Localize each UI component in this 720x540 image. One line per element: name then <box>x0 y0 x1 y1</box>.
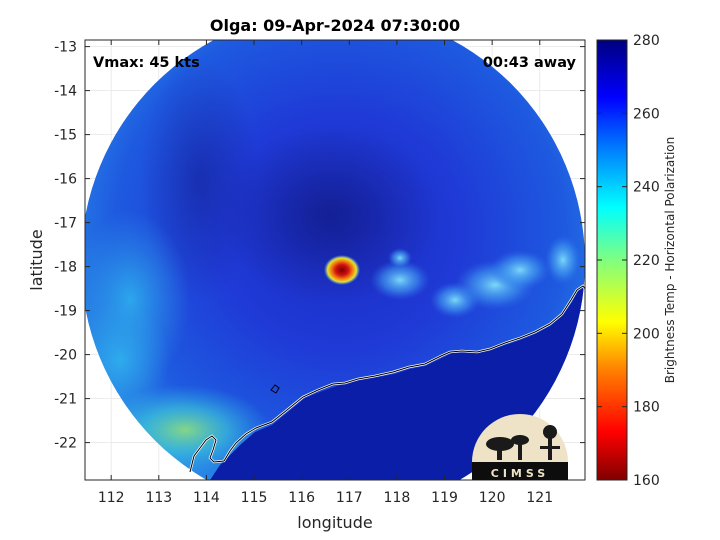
colorbar-tick-label: 180 <box>633 400 660 416</box>
colorbar-label: Brightness Temp - Horizontal Polarizatio… <box>663 137 677 384</box>
y-tick-label: -19 <box>54 304 77 320</box>
colorbar-tick-label: 240 <box>633 180 660 196</box>
x-tick-label: 119 <box>431 490 458 506</box>
colorbar-tick-label: 280 <box>633 33 660 49</box>
x-tick-label: 121 <box>526 490 553 506</box>
island <box>270 384 280 394</box>
x-tick-label: 114 <box>193 490 220 506</box>
colorbar-tick-label: 160 <box>633 473 660 489</box>
x-axis-label: longitude <box>297 513 372 532</box>
cimss-logo: CIMSS <box>472 414 568 480</box>
y-tick-label: -21 <box>54 392 77 408</box>
axes-frame <box>84 39 586 481</box>
colorbar-tick-label: 260 <box>633 106 660 122</box>
x-tick-label: 112 <box>98 490 125 506</box>
vmax-annotation: Vmax: 45 kts <box>93 55 200 71</box>
x-tick-label: 113 <box>145 490 172 506</box>
y-tick-label: -14 <box>54 84 77 100</box>
colorbar-tick-label: 200 <box>633 326 660 342</box>
y-tick-label: -20 <box>54 348 77 364</box>
colorbar-tick-label: 220 <box>633 253 660 269</box>
y-tick-label: -22 <box>54 436 77 452</box>
x-tick-labels: 112 113 114 115 116 117 118 119 120 121 <box>98 490 553 506</box>
y-tick-label: -15 <box>54 128 77 144</box>
coastline <box>189 285 585 473</box>
storm-eye <box>324 255 360 285</box>
chart-title: Olga: 09-Apr-2024 07:30:00 <box>210 16 460 35</box>
time-away-annotation: 00:43 away <box>483 55 577 71</box>
y-axis-label: latitude <box>27 229 46 290</box>
y-tick-label: -16 <box>54 172 77 188</box>
logo-text: CIMSS <box>491 467 549 480</box>
x-tick-label: 115 <box>241 490 268 506</box>
y-tick-label: -18 <box>54 260 77 276</box>
x-tick-label: 116 <box>288 490 315 506</box>
y-tick-label: -13 <box>54 40 77 56</box>
satellite-swath <box>85 40 585 480</box>
y-tick-label: -17 <box>54 216 77 232</box>
colorbar-ticks: 280 260 240 220 200 180 160 <box>597 33 660 489</box>
x-tick-label: 118 <box>384 490 411 506</box>
x-tick-label: 117 <box>336 490 363 506</box>
y-tick-labels: -13 -14 -15 -16 -17 -18 -19 -20 -21 -22 <box>54 40 77 452</box>
x-tick-label: 120 <box>479 490 506 506</box>
